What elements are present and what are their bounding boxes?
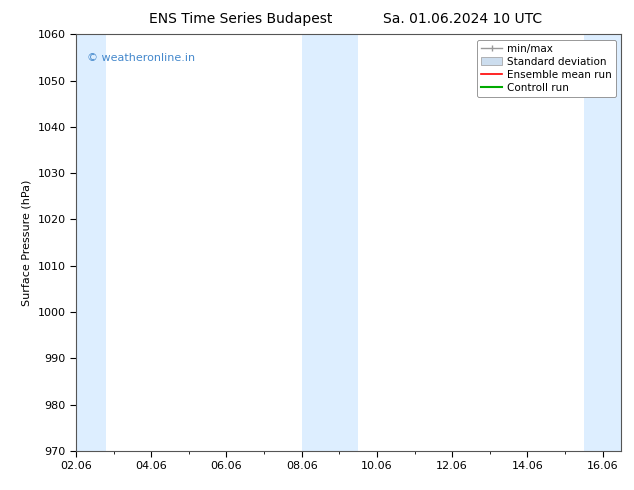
Text: ENS Time Series Budapest: ENS Time Series Budapest <box>149 12 333 26</box>
Text: © weatheronline.in: © weatheronline.in <box>87 53 195 63</box>
Legend: min/max, Standard deviation, Ensemble mean run, Controll run: min/max, Standard deviation, Ensemble me… <box>477 40 616 97</box>
Bar <box>76 34 106 451</box>
Bar <box>302 34 358 451</box>
Text: Sa. 01.06.2024 10 UTC: Sa. 01.06.2024 10 UTC <box>384 12 542 26</box>
Bar <box>584 34 621 451</box>
Y-axis label: Surface Pressure (hPa): Surface Pressure (hPa) <box>22 179 32 306</box>
